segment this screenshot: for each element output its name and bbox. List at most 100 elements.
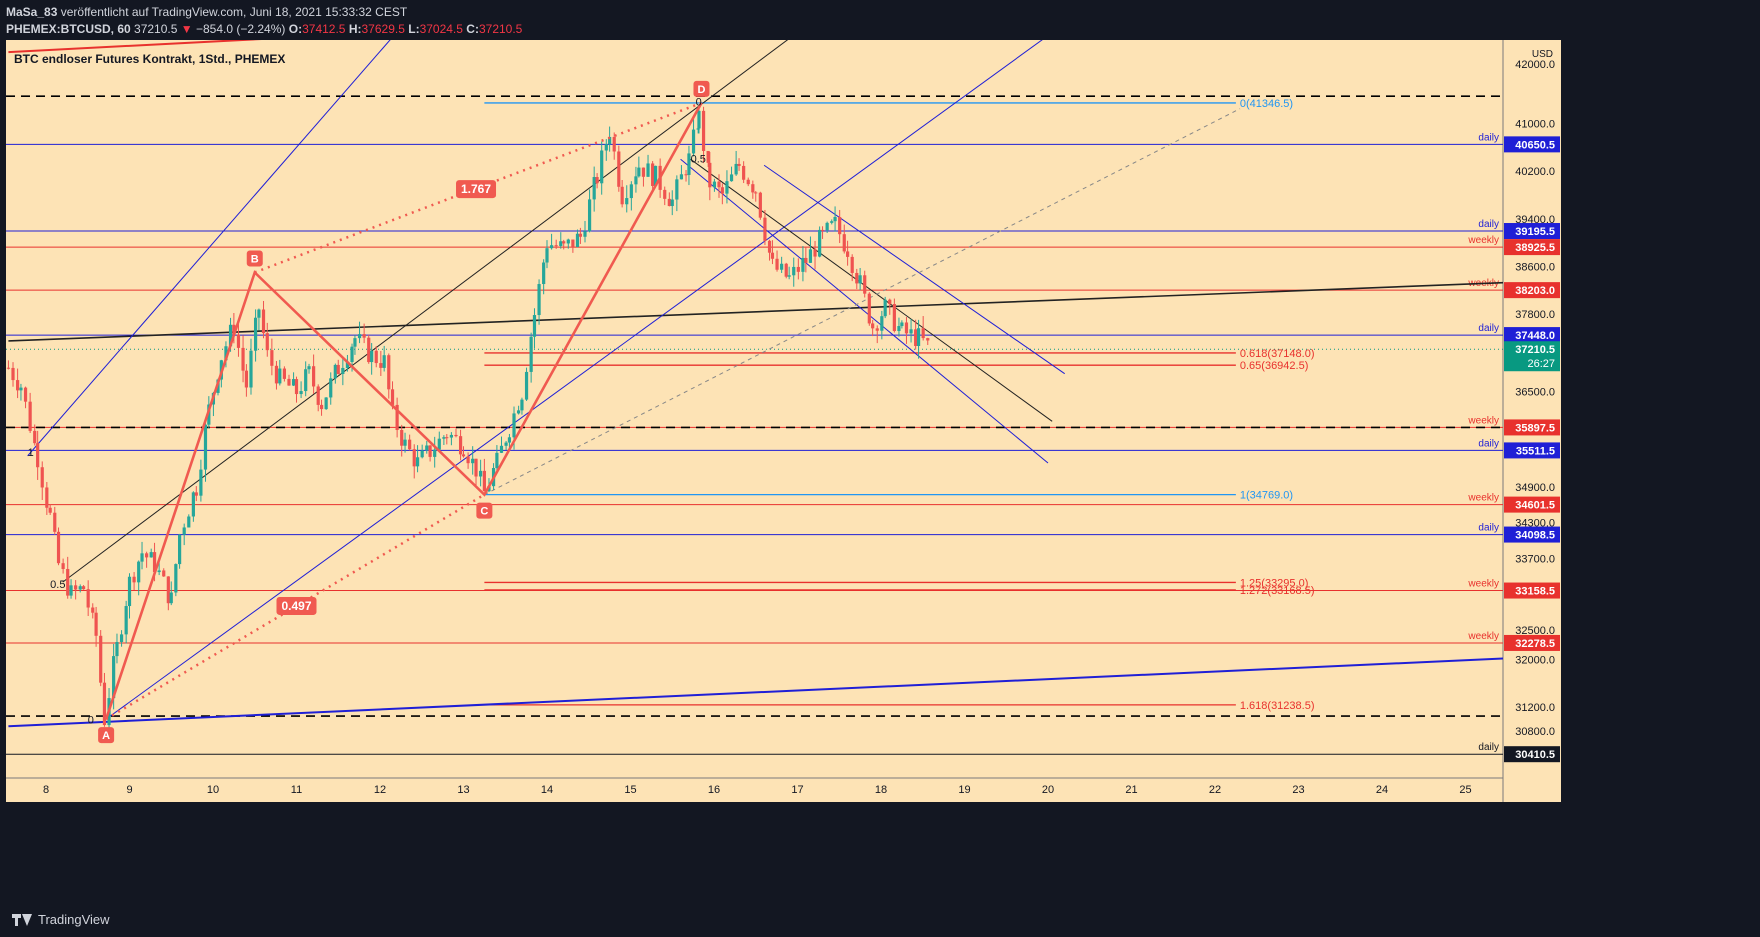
price-axis-tick: 31200.0 — [1515, 702, 1555, 714]
publish-header: MaSa_83 veröffentlicht auf TradingView.c… — [0, 0, 1760, 40]
candle-body — [634, 176, 638, 185]
last-price: 37210.5 — [134, 22, 178, 36]
candle-body — [403, 439, 407, 446]
candle-body — [350, 346, 354, 363]
candle-body — [825, 222, 829, 231]
candle-body — [304, 369, 308, 392]
down-channel-upper — [763, 164, 1065, 375]
candle-body — [787, 275, 791, 277]
sr-level-tag: weekly — [1467, 235, 1499, 246]
candle-body — [875, 328, 879, 331]
harmonic-pattern-path — [104, 102, 703, 720]
candle-body — [850, 256, 854, 273]
time-axis-tick: 17 — [791, 784, 803, 796]
candle-body — [282, 368, 286, 379]
candle-body — [61, 563, 65, 569]
candle-body — [228, 324, 233, 347]
candle-body — [115, 642, 119, 657]
channel-fib-label: 1 — [28, 447, 34, 459]
candle-body — [542, 262, 546, 285]
candle-body — [333, 364, 337, 379]
resistance-trendline — [8, 281, 1503, 342]
price-axis-level-tag — [1504, 442, 1560, 459]
candle-body — [152, 552, 157, 573]
sr-level-tag: daily — [1478, 742, 1499, 753]
candle-body — [796, 266, 800, 272]
pattern-point-label: A — [102, 730, 110, 742]
candle-body — [45, 487, 49, 508]
sr-level-tag: daily — [1478, 438, 1499, 449]
candle-body — [232, 324, 236, 335]
sr-level-tag: daily — [1478, 523, 1499, 534]
candle-body — [324, 397, 328, 410]
channel-fib-label: 0.5 — [691, 153, 706, 165]
candle-body — [746, 179, 750, 185]
candle-body — [921, 328, 925, 339]
author-name[interactable]: MaSa_83 — [6, 5, 58, 19]
candle-body — [600, 150, 604, 184]
candle-body — [33, 430, 37, 444]
candle-body — [914, 329, 918, 347]
time-axis-tick: 19 — [958, 784, 970, 796]
sr-level-tag: daily — [1478, 132, 1499, 143]
channel-fib-label: 0 — [88, 714, 94, 726]
candle-body — [675, 179, 679, 200]
candle-body — [137, 561, 141, 583]
candle-body — [362, 334, 366, 338]
price-axis-level-label: 32278.5 — [1515, 638, 1555, 650]
price-axis-tick: 39400.0 — [1515, 214, 1555, 226]
bar-countdown: 26:27 — [1527, 358, 1555, 370]
black-channel-line — [62, 40, 789, 583]
candle-body — [370, 350, 374, 363]
candle-body — [390, 389, 395, 405]
candle-body — [670, 199, 674, 207]
candle-body — [48, 507, 52, 513]
price-axis-tick: 37800.0 — [1515, 309, 1555, 321]
candle-body — [701, 110, 706, 151]
time-axis-tick: 15 — [624, 784, 636, 796]
candle-body — [316, 386, 320, 405]
price-axis-tick: 33700.0 — [1515, 553, 1555, 565]
candle-body — [291, 379, 296, 386]
time-axis-tick: 21 — [1125, 784, 1137, 796]
time-axis-tick: 11 — [291, 784, 302, 796]
high-label: H: — [348, 22, 362, 36]
candle-body — [517, 410, 521, 414]
symbol-line: PHEMEX:BTCUSD, 60 37210.5 ▼ −854.0 (−2.2… — [6, 22, 522, 36]
channel-fib-label: 0.5 — [50, 579, 65, 591]
time-axis-tick: 24 — [1376, 784, 1388, 796]
candle-body — [888, 299, 892, 305]
price-axis-tick: 40200.0 — [1515, 166, 1555, 178]
candle-body — [554, 245, 558, 247]
current-price-label: 37210.5 — [1515, 344, 1555, 356]
candle-body — [174, 564, 178, 593]
candle-body — [617, 151, 621, 187]
candle-body — [112, 656, 116, 699]
candle-body — [801, 257, 805, 272]
candle-body — [770, 252, 775, 259]
fib-level-label: 0.65(36942.5) — [1240, 360, 1309, 372]
price-axis-level-tag — [1504, 282, 1560, 299]
price-axis-level-label: 35511.5 — [1516, 445, 1555, 457]
fib-level-label: 1(34769.0) — [1240, 490, 1293, 502]
price-axis-level-tag — [1504, 634, 1560, 651]
candle-body — [257, 309, 261, 318]
price-axis-level-tag — [1504, 526, 1560, 543]
price-axis-level-label: 40650.5 — [1515, 139, 1555, 151]
candle-body — [916, 328, 921, 347]
candle-body — [353, 338, 357, 347]
chart-area[interactable]: daily daily weekly weekly daily weekly daily we… — [0, 40, 1760, 903]
tradingview-brand[interactable]: TradingView — [12, 912, 110, 927]
author-line: MaSa_83 veröffentlicht auf TradingView.c… — [6, 5, 407, 19]
candle-body — [374, 350, 378, 364]
candle-body — [712, 181, 717, 188]
candle-body — [883, 299, 887, 317]
candle-body — [253, 317, 258, 351]
pattern-ratio-box — [276, 596, 317, 615]
price-axis-tick: 32500.0 — [1515, 625, 1555, 637]
candle-body — [11, 367, 15, 381]
candle-body — [437, 438, 441, 450]
candle-body — [307, 366, 311, 370]
candle-body — [520, 399, 524, 411]
candle-body — [897, 326, 901, 332]
